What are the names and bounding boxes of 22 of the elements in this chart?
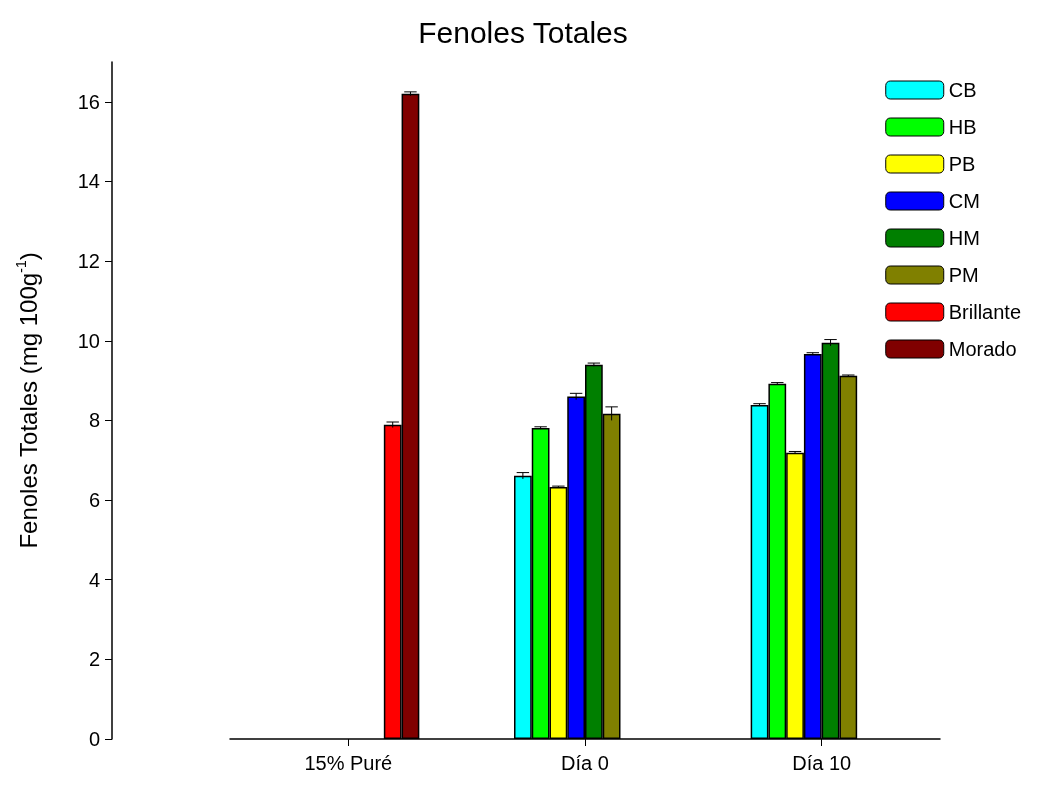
legend-label: Brillante (948, 301, 1022, 323)
legend-label: CB (948, 79, 977, 101)
y-axis-title: Fenoles Totales (mg 100g-1) (13, 252, 42, 549)
x-tick-label: 15% Puré (304, 752, 393, 774)
legend-label: Morado (948, 338, 1017, 360)
legend-label: HM (948, 227, 980, 249)
y-tick-label: 10 (77, 329, 100, 352)
y-tick-label: 14 (77, 170, 100, 193)
y-tick-label: 12 (77, 250, 100, 273)
y-tick-label: 4 (88, 568, 100, 591)
y-tick-label: 16 (77, 90, 100, 113)
y-tick-label: 2 (88, 648, 100, 671)
legend-label: PM (948, 264, 979, 286)
y-tick-label: 0 (88, 728, 100, 750)
y-tick-label: 6 (88, 489, 100, 512)
legend-label: PB (948, 153, 976, 175)
y-tick-label: 8 (88, 409, 100, 432)
x-tick-label: Día 10 (792, 752, 852, 774)
legend-label: CM (948, 190, 980, 212)
x-tick-label: Día 0 (561, 752, 609, 774)
chart-title: Fenoles Totales (418, 15, 628, 49)
legend-label: HB (948, 116, 977, 138)
